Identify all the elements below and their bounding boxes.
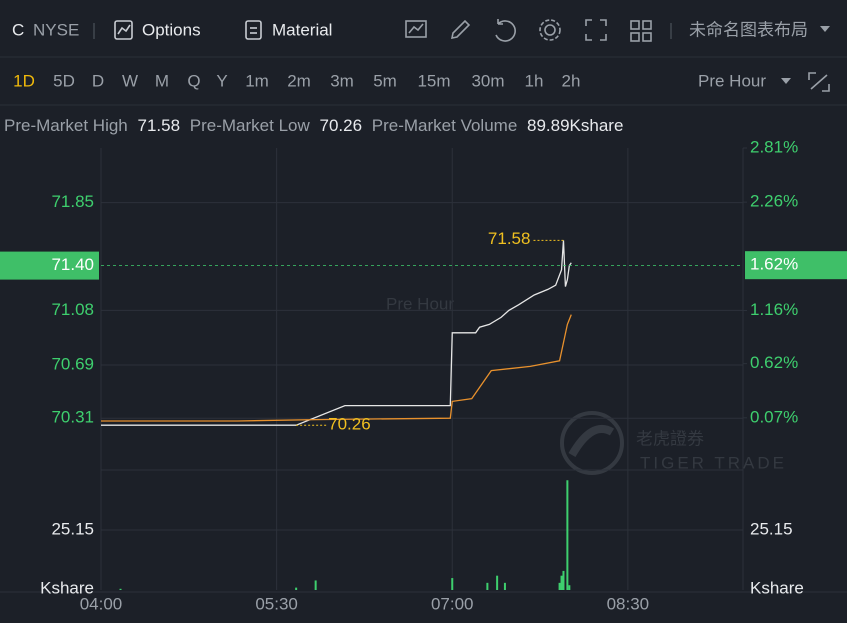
stat-label: Pre-Market Low <box>190 116 311 135</box>
brand-sub: TIGER TRADE <box>640 453 787 472</box>
y2-tick-label: 2.26% <box>750 192 798 211</box>
y-tick-label: 25.15 <box>51 519 94 538</box>
settings-icon <box>539 19 561 41</box>
y2-tick-label: 0.62% <box>750 353 798 372</box>
expand-icon[interactable] <box>808 72 830 92</box>
x-tick-label: 07:00 <box>431 594 474 613</box>
last-price-label: 71.40 <box>51 255 94 274</box>
layout-icon <box>642 20 652 30</box>
reset-icon[interactable] <box>495 19 516 42</box>
brand-logo <box>568 424 615 458</box>
fullscreen-icon[interactable] <box>585 19 607 41</box>
dropdown-arrow[interactable] <box>781 78 791 84</box>
volume-bar <box>503 582 506 590</box>
interval-button[interactable]: 5m <box>373 71 397 90</box>
x-tick-label: 05:30 <box>255 594 298 613</box>
options-icon <box>114 20 133 40</box>
y-tick-label: 71.08 <box>51 300 94 319</box>
interval-button[interactable]: M <box>155 71 169 90</box>
interval-button[interactable]: 1m <box>245 71 269 90</box>
y2-tick-label: 2.81% <box>750 137 798 156</box>
volume-bar <box>560 575 563 590</box>
indicator-icon[interactable] <box>405 20 427 38</box>
session-select[interactable]: Pre Hour <box>698 71 766 90</box>
material-button[interactable]: Material <box>245 20 332 40</box>
interval-button[interactable]: W <box>122 71 138 90</box>
options-icon <box>117 24 131 35</box>
stat-label: Pre-Market Volume <box>372 116 518 135</box>
exchange: NYSE <box>33 20 79 39</box>
options-label: Options <box>142 20 201 39</box>
interval-button[interactable]: 5D <box>53 71 75 90</box>
layout-icon <box>630 32 640 42</box>
brand-name: 老虎證券 <box>636 429 704 448</box>
stat-label: Pre-Market High <box>4 116 128 135</box>
interval-button[interactable]: 15m <box>417 71 450 90</box>
volume-bar <box>566 480 569 590</box>
stats-line: Pre-Market High 71.58 Pre-Market Low 70.… <box>4 116 623 135</box>
price-line <box>101 240 572 426</box>
volume-bar <box>119 588 122 590</box>
layout-name[interactable]: 未命名图表布局 <box>689 20 808 39</box>
material-label: Material <box>272 20 332 39</box>
volume-bar <box>558 582 561 590</box>
y-unit: Kshare <box>40 578 94 597</box>
layout-icon <box>642 32 652 42</box>
high-label: 71.58 <box>488 229 531 248</box>
chart: 04:00 05:30 07:00 08:30 70.31 70.69 71.08 71.85… <box>0 137 847 613</box>
stat-value: 70.26 <box>320 116 363 135</box>
options-button[interactable]: Options <box>114 20 201 40</box>
last-change-badge <box>745 251 847 280</box>
interval-button[interactable]: 3m <box>330 71 354 90</box>
price-line <box>101 314 572 422</box>
y-tick-label: 71.85 <box>51 192 94 211</box>
settings-icon[interactable] <box>544 24 556 36</box>
volume-bar <box>295 587 298 590</box>
tool-icons <box>405 19 652 42</box>
volume-bar <box>568 585 571 590</box>
interval-button[interactable]: 1h <box>525 71 544 90</box>
y2-tick-label: 1.16% <box>750 300 798 319</box>
volume-bar <box>562 570 565 590</box>
interval-bar: 1D 5D D W M Q Y 1m 2m 3m 5m 15m 30m 1h 2h <box>13 71 580 90</box>
interval-button[interactable]: Y <box>216 71 227 90</box>
volume-bar <box>314 580 317 590</box>
x-tick-label: 04:00 <box>80 594 123 613</box>
y2-tick-label: 0.07% <box>750 407 798 426</box>
y-tick-label: 25.15 <box>750 519 793 538</box>
symbol[interactable]: C <box>12 20 24 39</box>
last-change-label: 1.62% <box>750 255 798 274</box>
y-unit: Kshare <box>750 578 804 597</box>
watermark: Pre Hour <box>386 294 454 313</box>
y-tick-label: 70.69 <box>51 354 94 373</box>
interval-button[interactable]: 30m <box>471 71 504 90</box>
volume-bar <box>496 575 499 590</box>
last-price-badge <box>0 251 99 280</box>
stat-value: 71.58 <box>138 116 181 135</box>
interval-button[interactable]: Q <box>187 71 200 90</box>
x-tick-label: 08:30 <box>607 594 650 613</box>
y-tick-label: 70.31 <box>51 408 94 427</box>
brand-logo <box>560 411 624 475</box>
interval-button[interactable]: 2h <box>562 71 581 90</box>
volume-bar <box>486 582 489 590</box>
volume-bar <box>451 578 454 590</box>
interval-button[interactable]: 2m <box>287 71 311 90</box>
interval-button[interactable]: 1D <box>13 71 35 90</box>
draw-icon[interactable] <box>450 19 471 40</box>
dropdown-arrow[interactable] <box>820 26 830 32</box>
material-icon <box>245 20 262 40</box>
indicator-icon <box>408 23 424 34</box>
interval-button[interactable]: D <box>92 71 104 90</box>
low-label: 70.26 <box>328 415 371 434</box>
layout-icon[interactable] <box>630 20 640 30</box>
stat-value: 89.89Kshare <box>527 116 623 135</box>
